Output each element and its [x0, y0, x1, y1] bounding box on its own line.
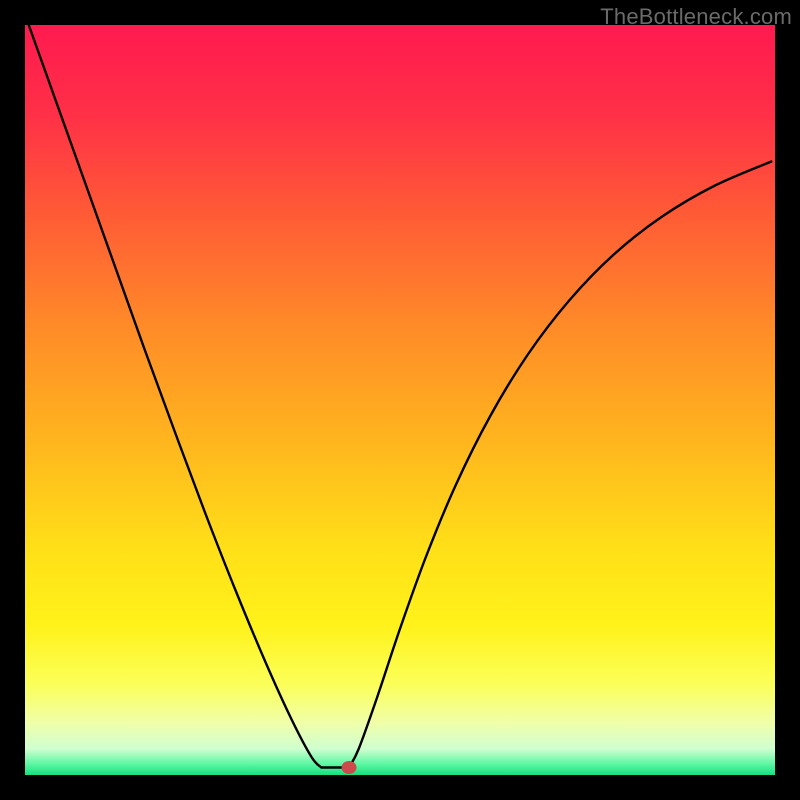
watermark-label: TheBottleneck.com	[600, 4, 792, 30]
bottleneck-curve-chart	[0, 0, 800, 800]
optimal-point-marker	[342, 762, 356, 774]
plot-background	[25, 25, 775, 775]
